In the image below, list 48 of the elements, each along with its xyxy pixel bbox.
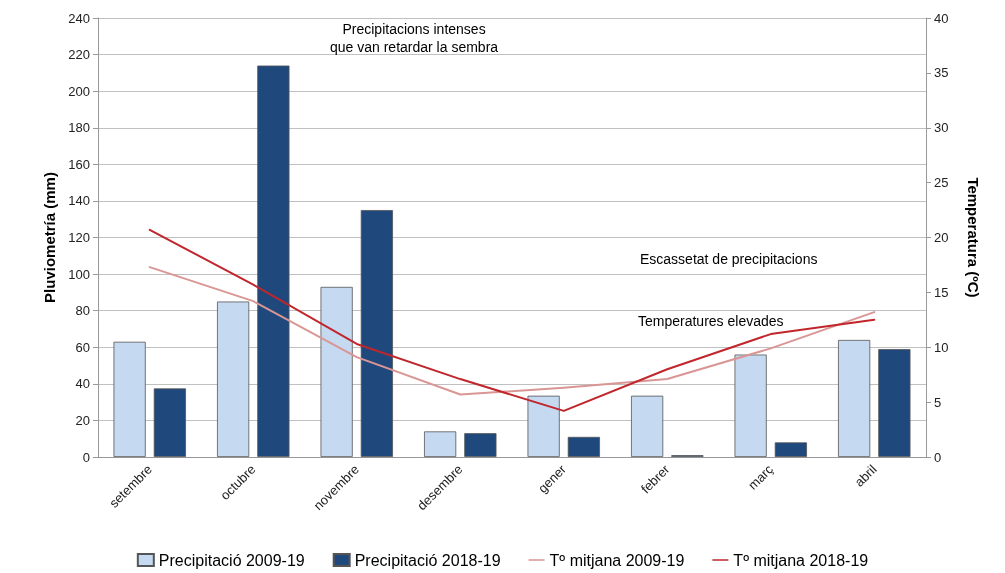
bar [838,339,871,457]
y-tick-label: 140 [68,193,90,209]
bar [153,388,186,457]
y2-tick-label: 25 [934,175,949,191]
y2-tick-label: 35 [934,65,949,81]
bar [217,301,250,457]
bar [257,65,290,457]
bar [464,433,497,457]
y2-tick-label: 30 [934,120,949,136]
y2-tick-label: 5 [934,394,942,410]
annotation: Precipitacions intenses que van retardar la sembra [330,21,499,55]
line-series [148,266,876,396]
legend-label: Tº mitjana 2018-19 [733,551,869,569]
y-tick-label: 180 [68,120,90,136]
bar [113,341,146,457]
y2-tick-label: 40 [934,10,949,26]
y2-tick-label: 15 [934,284,949,300]
y-tick-label: 20 [75,412,90,428]
bar [424,431,457,457]
y-tick-label: 40 [75,376,90,392]
annotation: Escassetat de precipitacions [640,251,818,267]
bar [631,395,664,457]
bar [774,442,807,457]
y-tick-label: 60 [75,339,90,355]
legend-label: Precipitació 2018-19 [354,551,501,569]
y-tick-label: 220 [68,47,90,63]
y2-axis-title: Temperatura (ºC) [965,177,982,298]
y-tick-label: 240 [68,10,90,26]
bar [320,286,353,457]
legend-label: Tº mitjana 2009-19 [549,551,685,569]
legend-label: Precipitació 2009-19 [158,551,305,569]
bar [878,349,911,457]
y-tick-label: 120 [68,230,90,245]
bar [734,354,767,457]
y-axis-title: Pluviometría (mm) [41,172,59,303]
bar [360,210,393,457]
y-tick-label: 0 [82,449,90,465]
bar [527,395,560,457]
bar [567,436,600,457]
y-tick-label: 100 [68,266,90,282]
y-tick-label: 200 [68,83,90,99]
line-series [148,228,876,412]
y2-tick-label: 20 [934,230,949,245]
y-tick-label: 160 [68,156,90,172]
annotation: Temperatures elevades [638,313,784,329]
y-tick-label: 80 [75,303,90,319]
y2-tick-label: 0 [934,449,942,465]
y2-tick-label: 10 [934,339,949,355]
